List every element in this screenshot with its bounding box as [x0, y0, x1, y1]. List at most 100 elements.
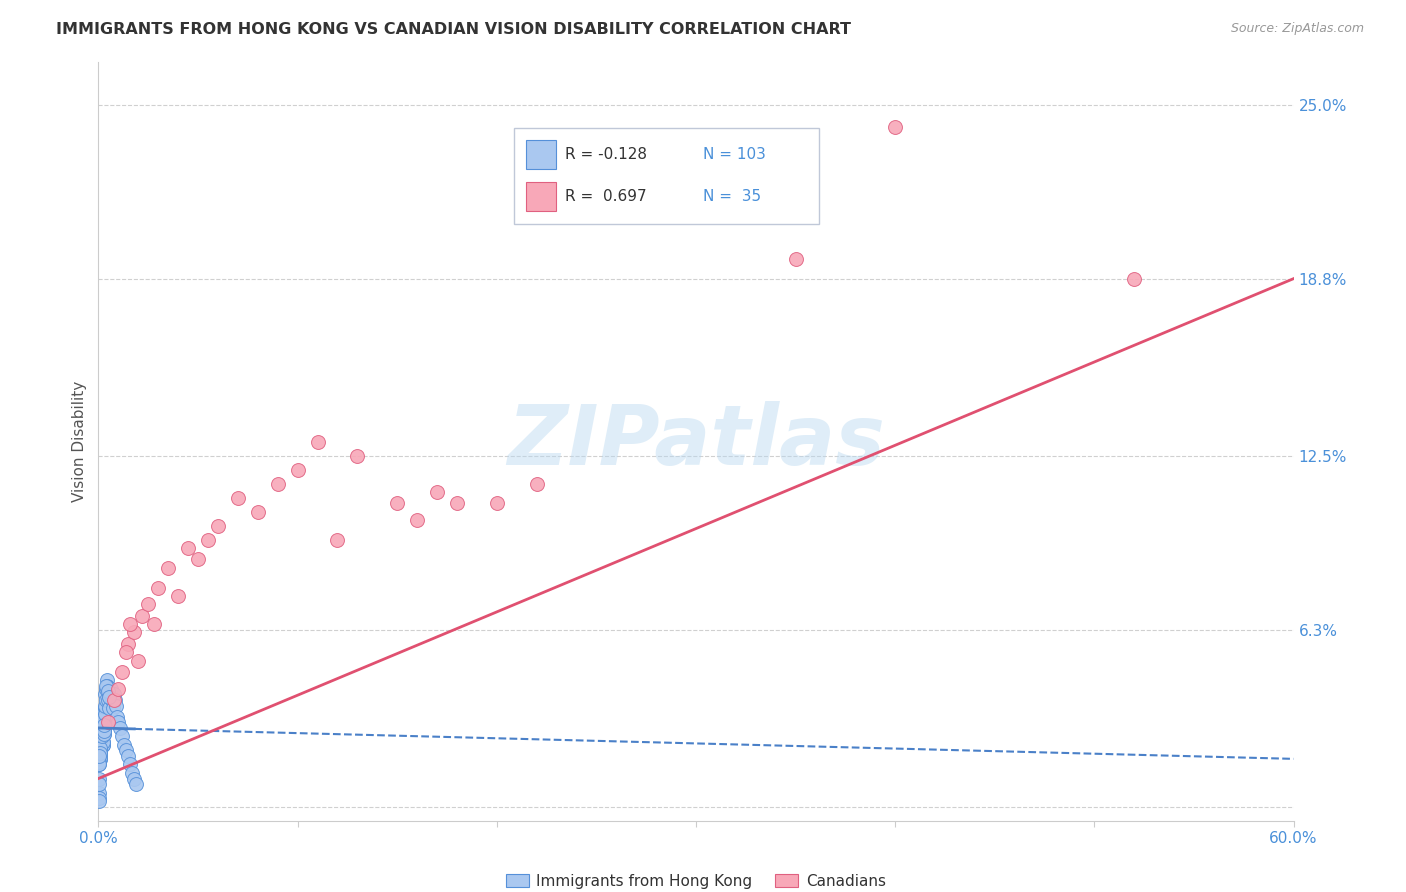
- Point: [93, 726, 115, 740]
- Point: [97, 684, 120, 698]
- Point: [1123, 271, 1146, 285]
- Point: [91, 715, 114, 730]
- Text: ZIPatlas: ZIPatlas: [508, 401, 884, 482]
- Point: [131, 608, 153, 623]
- Point: [97, 693, 120, 707]
- Point: [103, 701, 125, 715]
- Point: [93, 723, 115, 738]
- Point: [143, 617, 166, 632]
- Point: [124, 625, 146, 640]
- Point: [406, 513, 429, 527]
- Point: [91, 735, 114, 749]
- Point: [148, 581, 170, 595]
- Point: [91, 726, 114, 740]
- Point: [94, 698, 117, 713]
- Y-axis label: Vision Disability: Vision Disability: [72, 381, 87, 502]
- Point: [246, 505, 269, 519]
- Point: [91, 710, 114, 724]
- Point: [90, 721, 112, 735]
- Point: [91, 706, 114, 721]
- Point: [91, 710, 114, 724]
- Point: [346, 449, 368, 463]
- Text: IMMIGRANTS FROM HONG KONG VS CANADIAN VISION DISABILITY CORRELATION CHART: IMMIGRANTS FROM HONG KONG VS CANADIAN VI…: [56, 22, 851, 37]
- Point: [90, 730, 112, 744]
- Point: [90, 735, 112, 749]
- Point: [884, 120, 907, 134]
- Text: R =  0.697: R = 0.697: [565, 189, 647, 204]
- Point: [89, 743, 111, 757]
- Point: [89, 743, 111, 757]
- Point: [110, 721, 132, 735]
- Point: [90, 730, 112, 744]
- Point: [446, 496, 468, 510]
- Point: [117, 637, 139, 651]
- Point: [111, 665, 134, 679]
- Point: [89, 749, 111, 764]
- Point: [89, 749, 111, 764]
- Point: [89, 746, 111, 760]
- Point: [104, 693, 127, 707]
- Point: [385, 496, 409, 510]
- Point: [89, 740, 111, 755]
- Point: [485, 496, 508, 510]
- Point: [91, 718, 114, 732]
- Point: [100, 681, 122, 696]
- Point: [136, 598, 159, 612]
- Point: [93, 704, 115, 718]
- Point: [124, 772, 146, 786]
- Point: [101, 693, 124, 707]
- Point: [90, 713, 112, 727]
- Point: [97, 690, 120, 704]
- Point: [87, 757, 110, 772]
- Point: [105, 710, 128, 724]
- Point: [90, 715, 112, 730]
- Point: [93, 723, 115, 738]
- Text: N = 103: N = 103: [703, 147, 766, 162]
- Point: [89, 755, 111, 769]
- Point: [91, 710, 114, 724]
- Point: [87, 786, 110, 800]
- Point: [91, 726, 114, 740]
- Point: [117, 749, 139, 764]
- Point: [87, 757, 110, 772]
- Point: [94, 679, 117, 693]
- Point: [98, 701, 121, 715]
- Point: [91, 706, 114, 721]
- Point: [120, 757, 142, 772]
- Point: [87, 777, 110, 791]
- Point: [94, 701, 117, 715]
- Point: [89, 740, 111, 755]
- Point: [127, 654, 149, 668]
- Point: [93, 718, 115, 732]
- Point: [426, 485, 449, 500]
- Point: [785, 252, 807, 266]
- Point: [167, 589, 190, 603]
- Point: [107, 681, 129, 696]
- Point: [89, 738, 111, 752]
- Legend: Immigrants from Hong Kong, Canadians: Immigrants from Hong Kong, Canadians: [506, 874, 886, 888]
- Point: [89, 752, 111, 766]
- Point: [87, 791, 110, 805]
- Point: [91, 718, 114, 732]
- Point: [89, 738, 111, 752]
- Point: [89, 721, 111, 735]
- Point: [96, 673, 118, 688]
- Point: [89, 752, 111, 766]
- Point: [89, 746, 111, 760]
- Point: [115, 645, 138, 659]
- Text: R = -0.128: R = -0.128: [565, 147, 647, 162]
- Point: [91, 715, 114, 730]
- Point: [91, 726, 114, 740]
- Point: [93, 726, 115, 740]
- Point: [91, 715, 114, 730]
- Point: [90, 713, 112, 727]
- Point: [526, 476, 548, 491]
- Point: [89, 746, 111, 760]
- Point: [226, 491, 249, 505]
- Point: [90, 721, 112, 735]
- Point: [90, 713, 112, 727]
- Point: [94, 693, 117, 707]
- Point: [267, 476, 290, 491]
- Point: [87, 772, 110, 786]
- Point: [89, 732, 111, 747]
